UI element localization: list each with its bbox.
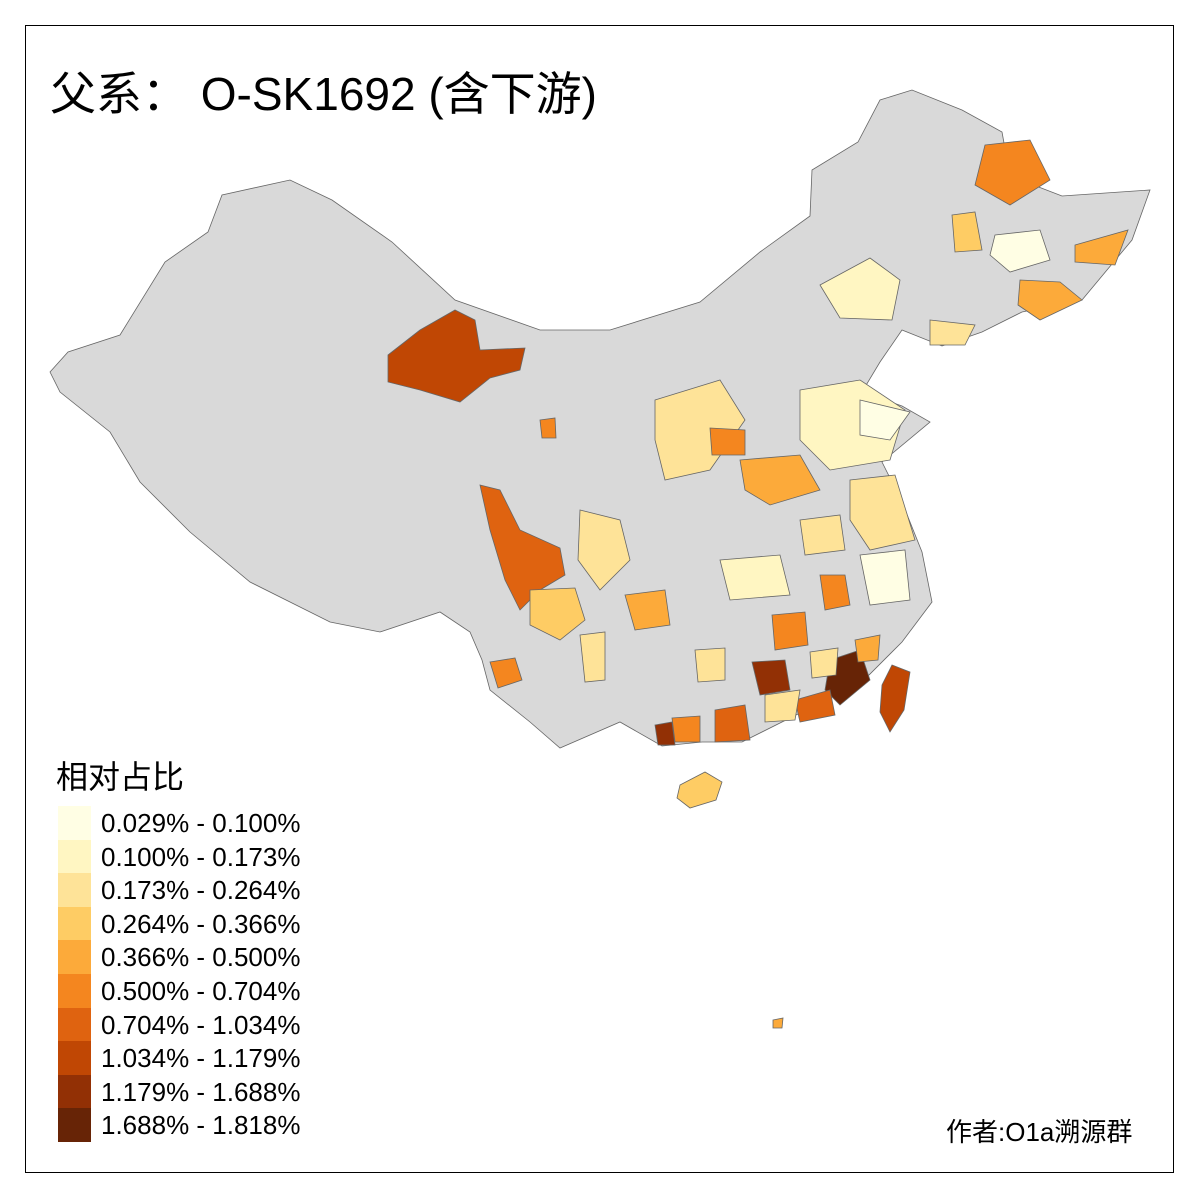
- jiangxi-south-region: [809, 647, 839, 679]
- legend-swatch: [58, 1108, 91, 1142]
- jiangsu-region: [849, 474, 916, 551]
- author-credit: 作者:O1a溯源群: [946, 1117, 1133, 1147]
- legend-item: 0.264% - 0.366%: [58, 906, 358, 941]
- legend-title: 相对占比: [56, 758, 185, 796]
- hebei-region: [799, 379, 906, 471]
- hubei-region: [719, 554, 791, 601]
- legend-item: 0.173% - 0.264%: [58, 873, 358, 907]
- legend-label: 1.034% - 1.179%: [101, 1043, 301, 1074]
- jiangxi-region: [819, 574, 851, 611]
- legend-label: 0.173% - 0.264%: [101, 875, 301, 906]
- guangxi-south-region: [714, 704, 751, 743]
- legend-swatch: [58, 906, 91, 941]
- legend-swatch: [58, 1007, 91, 1042]
- legend-label: 0.704% - 1.034%: [101, 1009, 301, 1040]
- legend-label: 0.366% - 0.500%: [101, 942, 301, 973]
- anhui-region: [799, 514, 846, 556]
- legend-label: 0.100% - 0.173%: [101, 841, 301, 872]
- sichuan-south-region: [529, 587, 586, 641]
- hunan-region: [771, 611, 809, 651]
- legend-item: 0.500% - 0.704%: [58, 974, 358, 1008]
- liaoning-east-region: [1017, 279, 1083, 321]
- guangdong-region: [794, 689, 836, 723]
- kinmen-spot-region: [772, 1017, 784, 1029]
- jilin-east-region: [1074, 229, 1129, 266]
- legend-label: 0.264% - 0.366%: [101, 908, 301, 939]
- yunnan-west-region: [489, 657, 523, 689]
- legend-item: 1.179% - 1.688%: [58, 1074, 358, 1109]
- legend-item: 1.034% - 1.179%: [58, 1041, 358, 1075]
- legend-swatch: [58, 974, 91, 1008]
- legend-swatch: [58, 1041, 91, 1075]
- guangxi-southwest-region: [671, 715, 701, 743]
- legend-swatch: [58, 1074, 91, 1109]
- legend-swatch: [58, 839, 91, 874]
- jilin-region: [989, 229, 1051, 273]
- chongqing-region: [624, 589, 671, 631]
- map-frame: [25, 25, 1174, 1173]
- xinjiang-east-region: [387, 309, 526, 403]
- legend-label: 0.500% - 0.704%: [101, 976, 301, 1006]
- chengdu-region: [577, 509, 631, 591]
- fujian-region: [854, 634, 881, 663]
- legend-item: 1.688% - 1.818%: [58, 1108, 358, 1142]
- legend-item: 0.029% - 0.100%: [58, 806, 358, 840]
- inner-mongolia-region: [819, 257, 901, 321]
- hainan-region: [676, 771, 723, 809]
- heilongjiang-region: [974, 139, 1051, 206]
- shandong-region: [859, 399, 911, 441]
- liaoning-region: [929, 319, 976, 346]
- leizhou-region: [654, 721, 676, 746]
- guangdong-west-region: [764, 689, 801, 723]
- legend-label: 0.029% - 0.100%: [101, 808, 301, 838]
- legend-item: 0.704% - 1.034%: [58, 1007, 358, 1042]
- taiwan-region: [879, 664, 911, 733]
- heilongjiang-west-region: [951, 211, 983, 253]
- legend-item: 0.366% - 0.500%: [58, 940, 358, 974]
- legend-swatch: [58, 940, 91, 974]
- map-title: 父系： O-SK1692 (含下游): [50, 68, 597, 120]
- zhejiang-region: [859, 549, 911, 606]
- legend-label: 1.179% - 1.688%: [101, 1076, 301, 1107]
- sichuan-west-region: [479, 484, 566, 611]
- henan-region: [739, 454, 821, 506]
- shanxi-region: [654, 379, 746, 481]
- legend-swatch: [58, 806, 91, 840]
- legend-item: 0.100% - 0.173%: [58, 839, 358, 874]
- guangxi-north-region: [751, 659, 791, 696]
- legend-swatch: [58, 873, 91, 907]
- shaanxi-region: [709, 427, 746, 456]
- yunnan-region: [579, 631, 606, 683]
- guizhou-region: [694, 647, 726, 683]
- legend-label: 1.688% - 1.818%: [101, 1110, 301, 1141]
- qinghai-spot-region: [539, 417, 557, 439]
